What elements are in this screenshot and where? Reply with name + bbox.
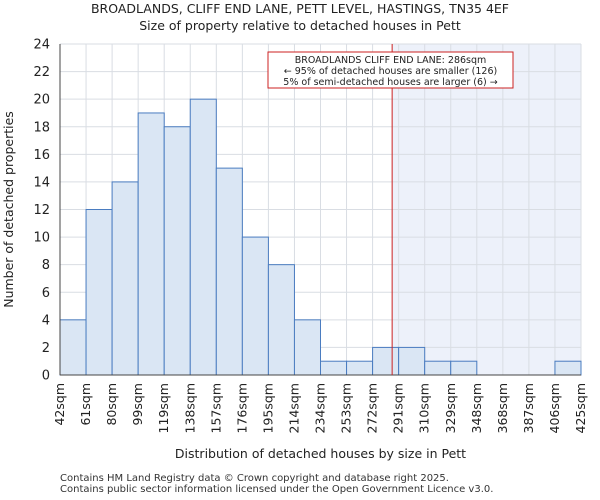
annotation-line-1: BROADLANDS CLIFF END LANE: 286sqm (295, 55, 487, 66)
annotation-box: BROADLANDS CLIFF END LANE: 286sqm ← 95% … (267, 51, 514, 89)
x-tick-label: 80sqm (104, 383, 119, 426)
x-tick-label: 99sqm (130, 383, 145, 426)
y-tick-label: 18 (33, 120, 50, 135)
y-axis-label: Number of detached properties (1, 111, 16, 308)
y-tick-label: 8 (42, 258, 50, 273)
x-tick-label: 368sqm (495, 383, 510, 433)
bar-99sqm (137, 112, 165, 376)
x-tick-label: 119sqm (156, 383, 171, 433)
y-tick-label: 24 (33, 38, 50, 53)
x-tick-label: 157sqm (208, 383, 223, 433)
bars (59, 98, 582, 376)
annotation-frame (267, 51, 514, 89)
annotation-line-2: ← 95% of detached houses are smaller (12… (284, 66, 497, 77)
bar-291sqm (398, 346, 426, 376)
chart-subtitle: Size of property relative to detached ho… (139, 18, 461, 33)
x-tick-label: 61sqm (78, 383, 93, 426)
chart-title: BROADLANDS, CLIFF END LANE, PETT LEVEL, … (90, 1, 509, 16)
bar-310sqm (424, 360, 452, 376)
bar-253sqm (346, 360, 374, 376)
x-tick-label: 329sqm (443, 383, 458, 433)
y-tick-label: 4 (42, 313, 50, 328)
x-tick-labels: 42sqm 61sqm 80sqm 99sqm 119sqm 138sqm 157sqm 17… (52, 383, 588, 433)
x-tick-label: 138sqm (182, 383, 197, 433)
bar-195sqm (267, 264, 295, 376)
footer-line-2: Contains public sector information licen… (60, 484, 494, 495)
bar-214sqm (293, 319, 322, 376)
x-tick-label: 234sqm (313, 383, 328, 433)
x-tick-label: 425sqm (573, 383, 588, 433)
bar-176sqm (241, 236, 269, 376)
x-tick-label: 42sqm (52, 383, 67, 426)
bar-61sqm (85, 209, 113, 376)
x-tick-label: 348sqm (469, 383, 484, 433)
x-tick-label: 214sqm (286, 383, 301, 433)
y-tick-label: 20 (33, 93, 50, 108)
x-tick-label: 387sqm (521, 383, 536, 433)
bar-157sqm (215, 167, 243, 376)
y-tick-label: 10 (33, 231, 50, 246)
bar-138sqm (189, 98, 217, 376)
axes (59, 44, 581, 376)
y-tick-label: 16 (33, 148, 50, 163)
bar-119sqm (163, 126, 191, 376)
y-tick-label: 2 (42, 341, 50, 356)
y-tick-label: 12 (33, 203, 50, 218)
annotation-line-3: 5% of semi-detached houses are larger (6… (283, 77, 497, 88)
y-tick-label: 22 (33, 65, 50, 80)
x-tick-label: 406sqm (547, 383, 562, 433)
x-tick-label: 310sqm (417, 383, 432, 433)
bar-272sqm (372, 346, 400, 376)
x-axis-label: Distribution of detached houses by size … (175, 446, 466, 461)
y-tick-label: 6 (42, 286, 50, 301)
y-tick-label: 14 (33, 175, 50, 190)
x-tick-label: 195sqm (260, 383, 275, 433)
x-tick-label: 176sqm (234, 383, 249, 433)
footer-line-1: Contains HM Land Registry data © Crown c… (60, 473, 449, 484)
bar-42sqm (59, 319, 87, 376)
x-tick-label: 253sqm (339, 383, 354, 433)
bar-80sqm (111, 181, 139, 376)
bar-329sqm (450, 360, 478, 376)
x-tick-label: 272sqm (365, 383, 380, 433)
x-tick-label: 291sqm (391, 383, 406, 433)
bar-406sqm (554, 360, 582, 376)
bar-234sqm (320, 360, 348, 376)
y-tick-label: 0 (42, 369, 50, 384)
